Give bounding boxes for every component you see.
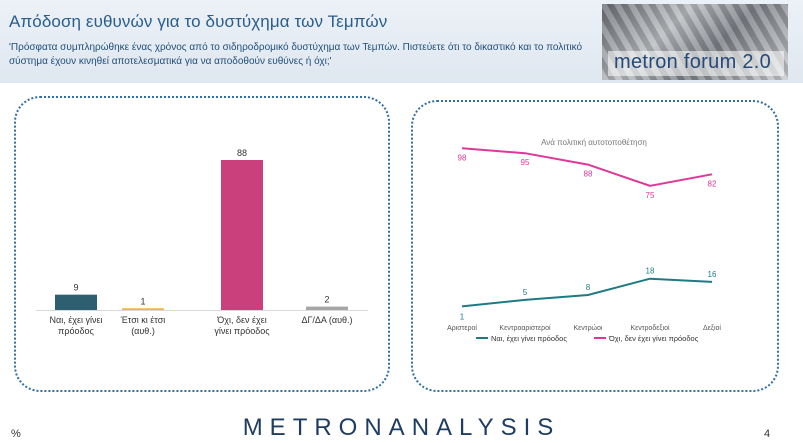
line-x-tick-label: Δεξιοί bbox=[703, 324, 721, 332]
header-banner: Απόδοση ευθυνών για το δυστύχημα των Τεμ… bbox=[0, 0, 803, 83]
bar-value-label: 2 bbox=[324, 295, 329, 305]
bar-category-label: Έτσι κι έτσι bbox=[120, 315, 166, 325]
line-series-1 bbox=[461, 277, 713, 308]
line-x-tick-label: Κεντροδεξιοί bbox=[630, 324, 670, 332]
bar-category-label: πρόοδος bbox=[58, 326, 94, 336]
line-point-label: 1 bbox=[460, 312, 465, 321]
bar-category-label: Ναι, έχει γίνει bbox=[50, 315, 103, 325]
bar-value-label: 88 bbox=[237, 148, 247, 158]
line-point-label: 18 bbox=[646, 267, 655, 276]
logo-label-box bbox=[608, 51, 784, 76]
line-series-2 bbox=[461, 147, 713, 187]
bar-category-label: γίνει πρόοδος bbox=[214, 326, 270, 336]
metron-forum-logo: metron forum 2.0 bbox=[602, 4, 788, 80]
bar-4 bbox=[306, 306, 348, 310]
line-point-label: 82 bbox=[708, 179, 717, 188]
bar-value-label: 9 bbox=[73, 283, 78, 293]
bar-category-label: (αυθ.) bbox=[131, 326, 155, 336]
metron-analysis-logo: METRONANALYSIS bbox=[242, 414, 561, 441]
line-point-label: 88 bbox=[584, 170, 593, 179]
legend-label-1: Ναι, έχει γίνει πρόοδος bbox=[491, 334, 567, 343]
line-chart-panel bbox=[411, 100, 779, 392]
legend-label-2: Όχι, δεν έχει γίνει πρόοδος bbox=[608, 334, 699, 343]
line-point-label: 95 bbox=[521, 158, 530, 167]
line-point-label: 75 bbox=[646, 191, 655, 200]
line-x-tick-label: Κεντρώοι bbox=[574, 324, 603, 332]
bar-chart-panel bbox=[14, 96, 390, 392]
line-x-tick-label: Κεντροαριστεροί bbox=[499, 324, 551, 332]
logo-text: metron forum 2.0 bbox=[614, 51, 772, 73]
page-title: Απόδοση ευθυνών για το δυστύχημα των Τεμ… bbox=[9, 12, 388, 31]
line-x-tick-label: Αριστεροί bbox=[447, 324, 477, 332]
bar-1 bbox=[55, 294, 97, 310]
line-point-label: 98 bbox=[458, 153, 467, 162]
bar-2 bbox=[122, 308, 164, 310]
bar-3 bbox=[221, 160, 263, 310]
bar-category-label: Όχι, δεν έχει bbox=[216, 315, 266, 325]
line-point-label: 16 bbox=[708, 270, 717, 279]
unit-label: % bbox=[11, 428, 21, 440]
bar-category-label: ΔΓ/ΔΑ (αυθ.) bbox=[301, 315, 352, 325]
bar-value-label: 1 bbox=[140, 296, 145, 306]
line-point-label: 5 bbox=[523, 288, 528, 297]
line-chart-title: Ανά πολιτική αυτοτοποθέτηση bbox=[541, 138, 647, 147]
question-text: 'Πρόσφατα συμπληρώθηκε ένας χρόνος από τ… bbox=[9, 42, 583, 67]
page-number: 4 bbox=[764, 428, 771, 440]
line-point-label: 8 bbox=[586, 283, 591, 292]
